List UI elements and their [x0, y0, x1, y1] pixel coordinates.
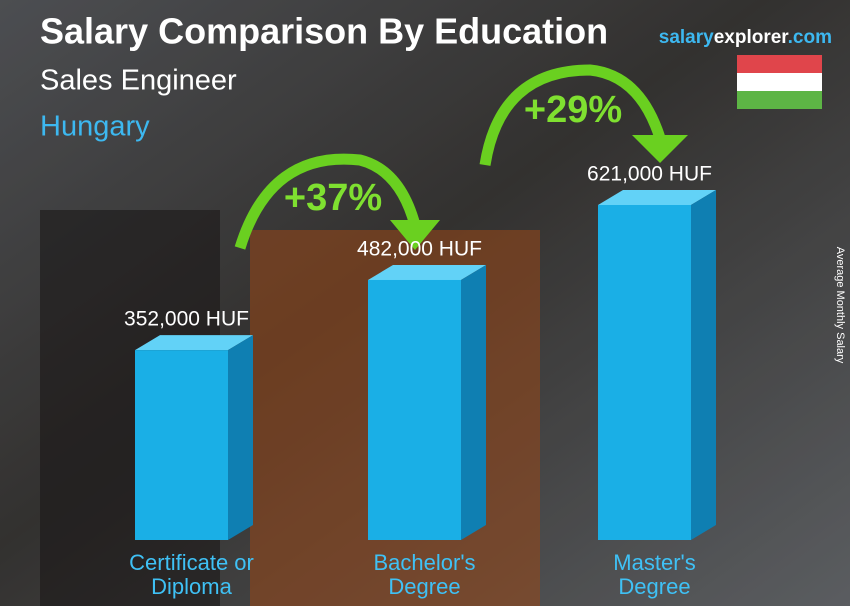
y-axis-label: Average Monthly Salary	[834, 247, 846, 364]
bar	[368, 279, 461, 540]
bar-top	[598, 190, 716, 205]
bar-side	[691, 190, 716, 540]
bar-top	[368, 264, 486, 280]
arrow-head	[632, 135, 688, 163]
bar-side	[461, 264, 486, 540]
value-label: 352,000 HUF	[124, 308, 249, 331]
bar	[598, 205, 691, 540]
value-label: 482,000 HUF	[357, 238, 482, 261]
site-part: explorer	[714, 27, 790, 48]
arrow-head	[390, 220, 440, 250]
value-label: 621,000 HUF	[587, 163, 712, 186]
bar	[135, 350, 228, 540]
arrows	[234, 64, 666, 250]
location: Hungary	[40, 111, 150, 143]
site-name: salaryexplorer.com	[659, 27, 832, 48]
subtitle: Sales Engineer	[40, 65, 237, 97]
x-tick-label: Certificate or Diploma	[129, 550, 254, 599]
x-tick-label: Master's Degree	[613, 550, 696, 599]
bar-top	[135, 335, 253, 351]
annotation: +37%	[284, 177, 382, 219]
flag	[737, 55, 822, 109]
annotation: +29%	[524, 89, 622, 131]
site-part: .com	[788, 27, 832, 48]
x-tick-label: Bachelor's Degree	[373, 550, 476, 599]
bar-side	[228, 335, 253, 540]
site-part: salary	[659, 27, 714, 48]
chart-title: Salary Comparison By Education	[40, 11, 608, 52]
